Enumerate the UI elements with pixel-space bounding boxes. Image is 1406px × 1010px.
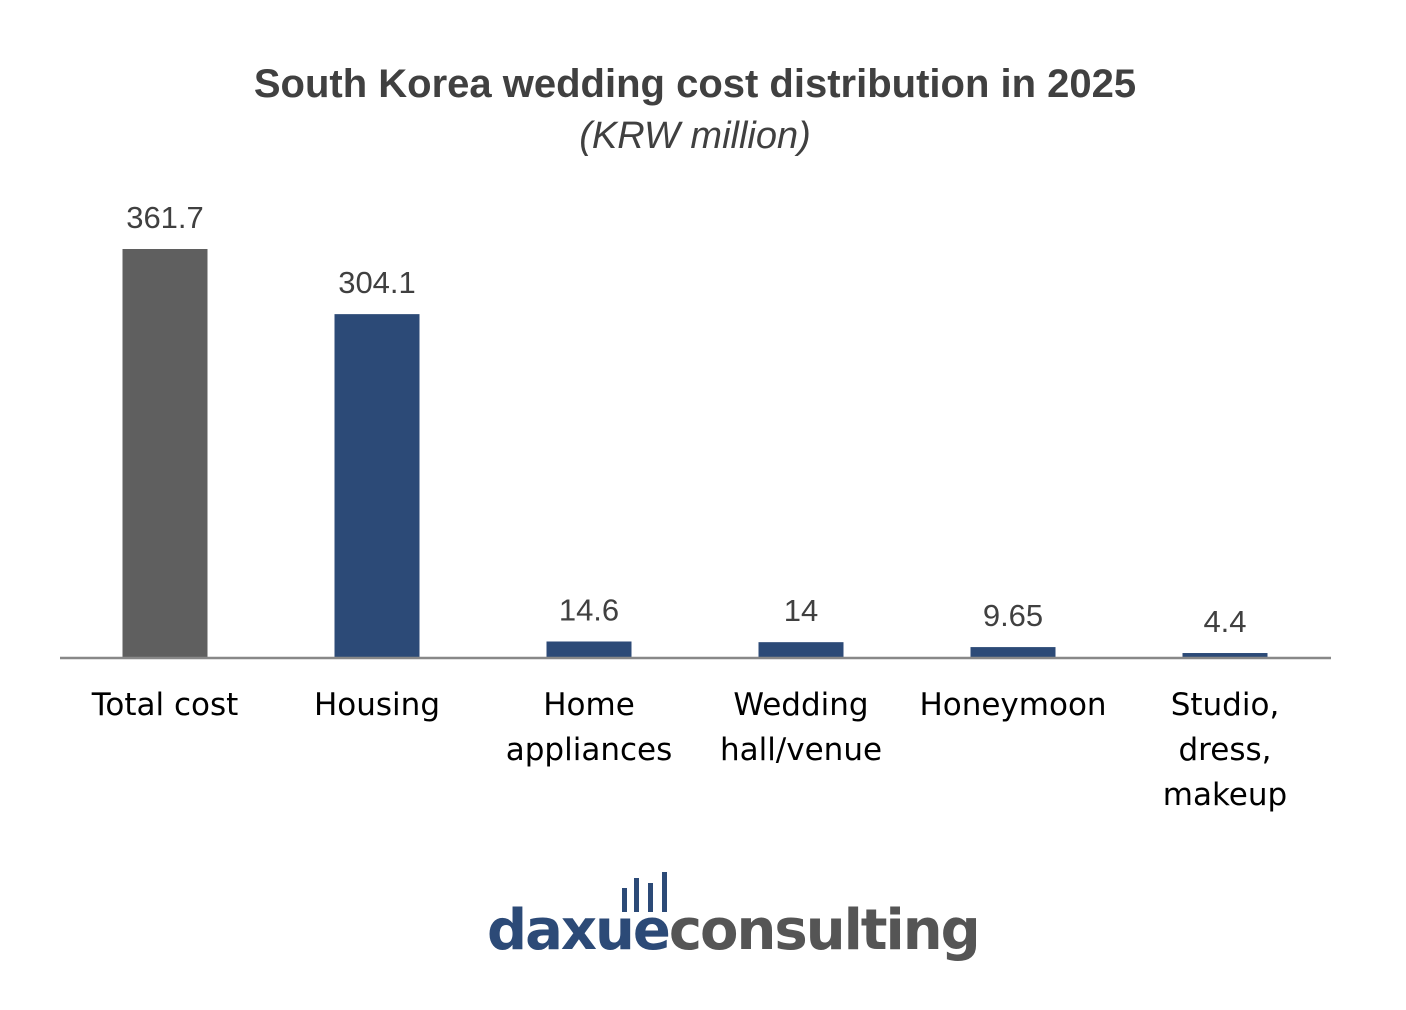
bars-group <box>122 249 1268 658</box>
category-label-line: Wedding <box>733 687 868 723</box>
category-label-line: Honeymoon <box>919 687 1106 723</box>
value-label-5: 4.4 <box>1203 604 1246 639</box>
category-label-4: Honeymoon <box>919 687 1106 723</box>
logo-consulting-text: consulting <box>669 898 979 963</box>
bar-5 <box>1182 653 1268 658</box>
logo-wordmark: daxueconsulting <box>487 898 979 963</box>
value-label-3: 14 <box>784 593 818 628</box>
category-label-2: Home appliances <box>506 687 673 768</box>
category-label-line: Home <box>543 687 635 723</box>
bar-1 <box>334 314 420 658</box>
bar-2 <box>546 641 632 658</box>
category-labels-group: Total cost Housing Home appliances Wedding ha… <box>91 687 1288 813</box>
bar-4 <box>970 647 1056 658</box>
value-label-4: 9.65 <box>983 598 1043 633</box>
value-label-2: 14.6 <box>559 592 619 627</box>
category-label-3: Wedding hall/venue <box>720 687 882 768</box>
category-label-line: makeup <box>1163 777 1287 813</box>
category-label-5: Studio, dress, makeup <box>1163 687 1287 813</box>
category-label-1: Housing <box>314 687 440 723</box>
value-label-0: 361.7 <box>126 200 204 235</box>
value-labels-group: 361.7 304.1 14.6 14 9.65 4.4 <box>126 200 1246 639</box>
logo-bars-icon <box>622 872 667 912</box>
category-label-line: appliances <box>506 732 673 768</box>
category-label-line: hall/venue <box>720 732 882 768</box>
category-label-line: Total cost <box>91 687 239 723</box>
logo-daxue-text: daxue <box>487 898 669 963</box>
chart-subtitle: (KRW million) <box>579 115 811 157</box>
chart-title: South Korea wedding cost distribution in… <box>254 62 1136 106</box>
daxue-consulting-logo: daxueconsulting <box>487 872 981 963</box>
category-label-line: Studio, <box>1171 687 1280 723</box>
category-label-line: Housing <box>314 687 440 723</box>
bar-0 <box>122 249 208 658</box>
category-label-0: Total cost <box>91 687 239 723</box>
bar-3 <box>758 642 844 658</box>
category-label-line: dress, <box>1179 732 1272 768</box>
value-label-1: 304.1 <box>338 265 416 300</box>
